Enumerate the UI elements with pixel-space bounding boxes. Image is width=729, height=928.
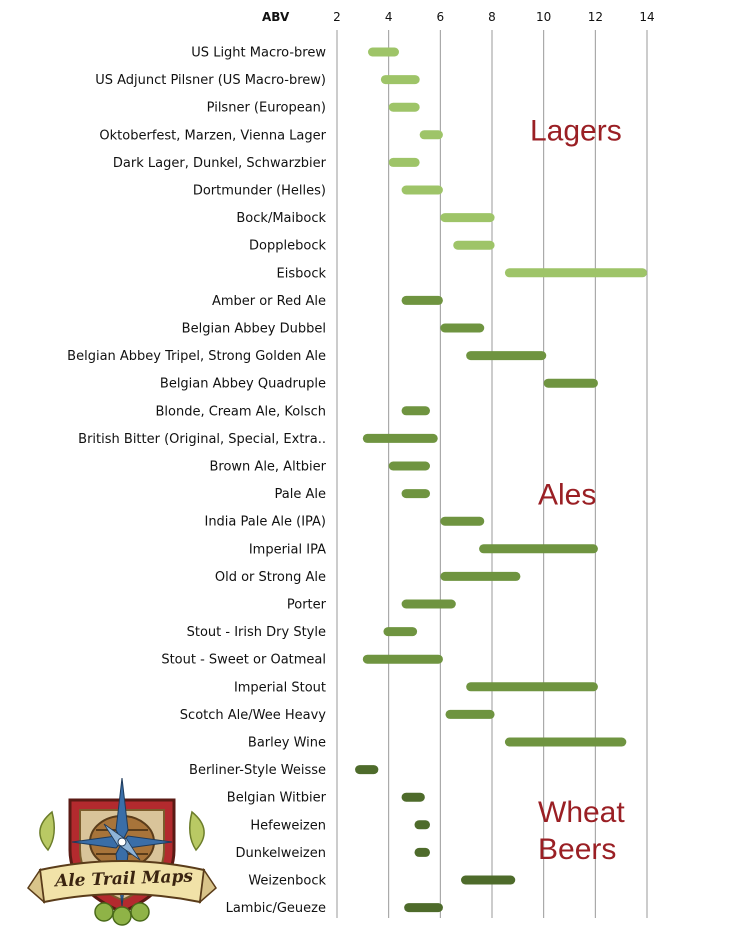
category-label: Imperial IPA: [249, 542, 326, 557]
category-label: Amber or Red Ale: [212, 294, 326, 309]
range-bar: [380, 75, 420, 85]
category-label: Pilsner (European): [207, 101, 326, 116]
category-label: US Adjunct Pilsner (US Macro-brew): [95, 73, 326, 88]
range-bar: [401, 599, 456, 609]
group-label: Beers: [538, 833, 616, 866]
range-bars: [355, 47, 647, 913]
range-bar: [401, 489, 430, 499]
ale-trail-maps-logo: [27, 777, 217, 926]
range-bar: [362, 654, 443, 664]
category-label: Old or Strong Ale: [215, 570, 326, 585]
axis-title: ABV: [262, 10, 290, 24]
category-label: Belgian Abbey Dubbel: [182, 322, 326, 337]
category-label: Dunkelweizen: [236, 846, 326, 861]
category-label: Stout - Irish Dry Style: [187, 625, 326, 640]
category-label: Brown Ale, Altbier: [209, 460, 326, 475]
range-bar: [479, 544, 598, 554]
category-label: Imperial Stout: [234, 680, 326, 695]
category-label: Belgian Abbey Tripel, Strong Golden Ale: [67, 349, 326, 364]
range-bar: [414, 847, 430, 857]
range-bar: [419, 130, 443, 140]
range-bar: [383, 627, 418, 637]
category-label: Hefeweizen: [250, 818, 326, 833]
x-tick-label: 6: [437, 10, 445, 24]
category-label: Pale Ale: [275, 487, 326, 502]
category-label: Eisbock: [277, 266, 327, 281]
category-label: Stout - Sweet or Oatmeal: [161, 653, 326, 668]
range-bar: [388, 157, 420, 167]
category-label: Porter: [287, 598, 327, 613]
category-label: Lambic/Geueze: [226, 901, 326, 916]
range-bar: [466, 682, 598, 692]
category-label: Bock/Maibock: [236, 211, 326, 226]
range-bar: [368, 47, 399, 57]
range-bar: [504, 737, 627, 747]
range-bar: [414, 820, 430, 830]
range-bar: [355, 765, 379, 775]
x-tick-label: 14: [639, 10, 654, 24]
range-bar: [453, 240, 495, 250]
range-bar: [466, 351, 547, 361]
range-bar: [440, 571, 521, 581]
category-label: British Bitter (Original, Special, Extra…: [78, 432, 326, 447]
category-label: Oktoberfest, Marzen, Vienna Lager: [99, 128, 326, 143]
x-tick-label: 10: [536, 10, 551, 24]
range-bar: [362, 433, 438, 443]
category-label: India Pale Ale (IPA): [204, 515, 326, 530]
category-label: Belgian Witbier: [227, 791, 327, 806]
x-tick-label: 12: [588, 10, 603, 24]
category-label: Blonde, Cream Ale, Kolsch: [155, 404, 326, 419]
category-label: Weizenbock: [248, 874, 326, 889]
group-label: Ales: [538, 479, 596, 512]
x-tick-label: 2: [333, 10, 341, 24]
x-tick-label: 4: [385, 10, 393, 24]
category-label: US Light Macro-brew: [191, 46, 326, 61]
range-bar: [445, 709, 495, 719]
category-labels: US Light Macro-brew US Adjunct Pilsner (U…: [67, 46, 326, 917]
category-label: Berliner-Style Weisse: [189, 763, 326, 778]
range-bar: [388, 461, 430, 471]
range-bar: [401, 295, 443, 305]
range-bar: [404, 903, 443, 913]
range-bar: [401, 185, 443, 195]
range-bar: [401, 406, 430, 416]
range-bar: [461, 875, 516, 885]
category-label: Belgian Abbey Quadruple: [160, 377, 326, 392]
x-tick-label: 8: [488, 10, 496, 24]
range-bar: [543, 378, 598, 388]
category-label: Barley Wine: [248, 736, 326, 751]
x-tick-labels: 2 4 6 8 10 12 14: [333, 10, 654, 24]
range-bar: [440, 323, 485, 333]
category-label: Dortmunder (Helles): [193, 184, 326, 199]
range-bar: [388, 102, 420, 112]
category-label: Dark Lager, Dunkel, Schwarzbier: [113, 156, 327, 171]
category-label: Scotch Ale/Wee Heavy: [180, 708, 327, 723]
group-label: Lagers: [530, 114, 622, 147]
group-labels: Lagers Ales Wheat Beers: [530, 114, 625, 866]
range-bar: [440, 213, 495, 223]
range-bar: [401, 792, 425, 802]
gridlines: [336, 30, 648, 918]
category-label: Dopplebock: [249, 239, 326, 254]
range-bar: [504, 268, 647, 278]
range-bar: [440, 516, 485, 526]
group-label: Wheat: [538, 796, 625, 829]
